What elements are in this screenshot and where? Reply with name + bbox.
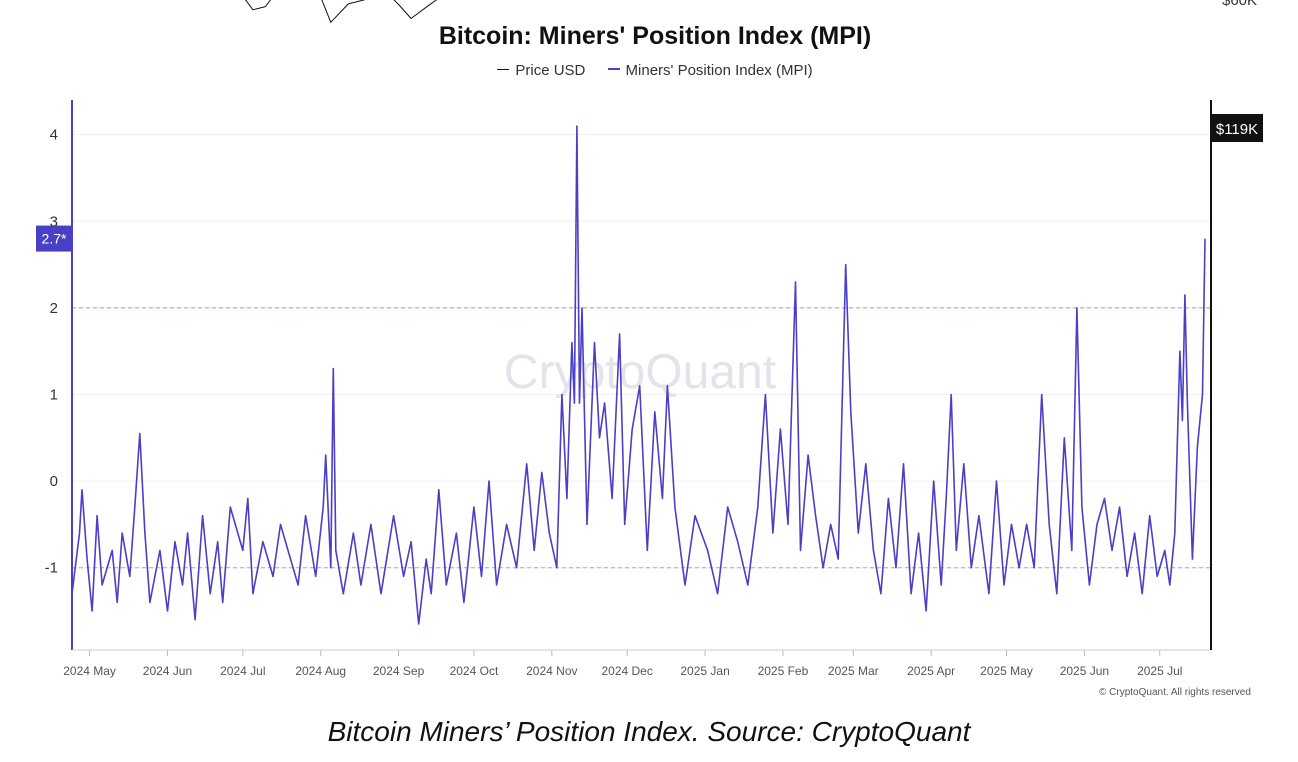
legend-item-mpi[interactable]: Miners' Position Index (MPI): [607, 62, 813, 79]
legend-swatch-price: [497, 68, 510, 70]
legend-label-price: Price USD: [515, 62, 586, 79]
x-tick-label: 2024 Jul: [220, 664, 265, 678]
left-tick-label: 1: [50, 386, 58, 403]
x-tick-label: 2024 Oct: [450, 664, 499, 678]
x-tick-label: 2025 Jan: [680, 664, 729, 678]
mpi-value-label-bg: [36, 225, 72, 252]
x-tick-label: 2024 Sep: [373, 664, 425, 678]
x-tick-label: 2024 Nov: [526, 664, 577, 678]
reference-lines: [72, 307, 1210, 569]
chart-title: Bitcoin: Miners' Position Index (MPI): [438, 22, 872, 50]
left-tick-label: 0: [50, 473, 58, 490]
x-tick-label: 2024 Aug: [295, 664, 346, 678]
x-tick-label: 2025 Mar: [828, 664, 879, 678]
left-tick-label: 2: [50, 300, 58, 317]
copyright-text: © CryptoQuant. All rights reserved: [1099, 687, 1251, 698]
mpi-value-label: 2.7*: [42, 231, 67, 247]
series-layer: [71, 0, 1206, 625]
x-tick-label: 2025 May: [980, 664, 1033, 678]
left-tick-label: -1: [45, 560, 58, 577]
caption: Bitcoin Miners’ Position Index. Source: …: [327, 716, 971, 747]
x-tick-label: 2025 Feb: [758, 664, 809, 678]
price-value-label-bg: [1211, 114, 1263, 142]
legend-item-price[interactable]: Price USD: [497, 62, 585, 79]
left-tick-label: 4: [50, 127, 58, 144]
series-line-price: [245, 0, 438, 23]
x-tick-label: 2024 May: [63, 664, 116, 678]
x-tick-label: 2025 Jul: [1137, 664, 1182, 678]
x-tick-label: 2025 Apr: [907, 664, 955, 678]
legend: Price USD Miners' Position Index (MPI): [0, 62, 1298, 79]
legend-swatch-mpi: [607, 68, 620, 71]
right-tick-label: $60K: [1222, 0, 1257, 9]
legend-label-mpi: Miners' Position Index (MPI): [625, 62, 813, 79]
x-tick-label: 2024 Jun: [143, 664, 192, 678]
series-line-mpi: [71, 125, 1206, 625]
left-tick-label: 3: [50, 213, 58, 230]
value-labels: 2.7* $119K: [36, 114, 1263, 252]
x-tick-label: 2024 Dec: [601, 664, 652, 678]
price-value-label: $119K: [1216, 121, 1258, 138]
x-tick-label: 2025 Jun: [1060, 664, 1109, 678]
